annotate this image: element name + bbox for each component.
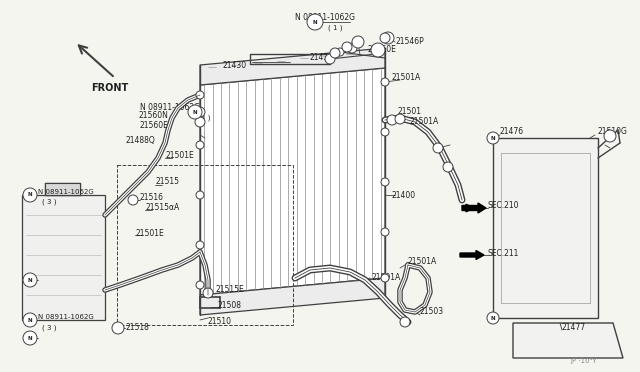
Text: 21501A: 21501A — [392, 73, 421, 81]
Circle shape — [433, 143, 443, 153]
Text: N: N — [313, 19, 317, 25]
Circle shape — [23, 188, 37, 202]
Circle shape — [112, 322, 124, 334]
Circle shape — [196, 91, 204, 99]
Circle shape — [330, 48, 340, 58]
Circle shape — [196, 281, 204, 289]
Text: 21501A: 21501A — [408, 257, 437, 266]
Text: N: N — [28, 317, 32, 323]
Text: 21477: 21477 — [562, 324, 586, 333]
Text: 21501E: 21501E — [135, 228, 164, 237]
Polygon shape — [22, 195, 105, 320]
Circle shape — [352, 36, 364, 48]
Text: N: N — [491, 315, 495, 321]
Text: 21546P: 21546P — [395, 38, 424, 46]
Circle shape — [196, 191, 204, 199]
Circle shape — [381, 178, 389, 186]
Text: 21560N: 21560N — [138, 110, 168, 119]
FancyArrow shape — [460, 250, 484, 260]
Circle shape — [371, 43, 385, 57]
Text: ( 3 ): ( 3 ) — [42, 325, 56, 331]
Text: FRONT: FRONT — [92, 83, 129, 93]
Text: 21510: 21510 — [208, 317, 232, 327]
Circle shape — [128, 195, 138, 205]
Text: N 08911-1062G: N 08911-1062G — [38, 314, 93, 320]
Polygon shape — [200, 48, 385, 85]
Text: 21503: 21503 — [420, 308, 444, 317]
Text: 21430: 21430 — [223, 61, 247, 70]
Circle shape — [604, 130, 616, 142]
Circle shape — [380, 33, 390, 43]
Circle shape — [487, 312, 499, 324]
Circle shape — [336, 48, 344, 56]
Circle shape — [325, 54, 335, 64]
Text: N: N — [28, 278, 32, 282]
Circle shape — [196, 141, 204, 149]
Circle shape — [381, 274, 389, 282]
Text: N 08911-1062G: N 08911-1062G — [140, 103, 200, 112]
Polygon shape — [200, 68, 385, 295]
Text: ( 1 ): ( 1 ) — [195, 115, 210, 121]
Circle shape — [23, 331, 37, 345]
Circle shape — [195, 107, 205, 117]
Text: 21516: 21516 — [140, 192, 164, 202]
Text: N: N — [491, 135, 495, 141]
Circle shape — [347, 43, 357, 53]
Text: 21501: 21501 — [398, 108, 422, 116]
Circle shape — [382, 32, 394, 44]
Text: 21508: 21508 — [218, 301, 242, 310]
FancyArrow shape — [462, 203, 486, 213]
Circle shape — [487, 132, 499, 144]
Text: 21510G: 21510G — [598, 128, 628, 137]
Polygon shape — [513, 323, 623, 358]
Text: 21515αA: 21515αA — [145, 203, 179, 212]
Circle shape — [23, 273, 37, 287]
Circle shape — [400, 317, 410, 327]
Polygon shape — [493, 138, 598, 318]
Text: 21435: 21435 — [310, 52, 334, 61]
Polygon shape — [45, 183, 80, 195]
Text: N: N — [28, 336, 32, 340]
Text: 21515: 21515 — [155, 177, 179, 186]
Text: N: N — [193, 109, 197, 115]
Text: 21560E: 21560E — [139, 121, 168, 129]
Circle shape — [381, 78, 389, 86]
Circle shape — [203, 288, 213, 298]
Circle shape — [23, 313, 37, 327]
Text: 21518: 21518 — [125, 323, 149, 331]
Text: N: N — [28, 192, 32, 198]
Text: JP ·10³Y: JP ·10³Y — [570, 356, 596, 363]
Text: ( 1 ): ( 1 ) — [328, 25, 342, 31]
Text: 21501A: 21501A — [410, 118, 439, 126]
Circle shape — [381, 228, 389, 236]
Circle shape — [381, 128, 389, 136]
Circle shape — [195, 117, 205, 127]
Circle shape — [342, 42, 352, 52]
Text: 21560E: 21560E — [368, 45, 397, 55]
Text: SEC.211: SEC.211 — [488, 248, 520, 257]
Circle shape — [395, 114, 405, 124]
Text: 21501A: 21501A — [372, 273, 401, 282]
Circle shape — [387, 115, 397, 125]
Text: SEC.210: SEC.210 — [488, 201, 520, 209]
Polygon shape — [200, 278, 385, 315]
Text: 21501E: 21501E — [165, 151, 194, 160]
Text: N 08911-1062G: N 08911-1062G — [38, 189, 93, 195]
Circle shape — [307, 14, 323, 30]
Text: 21476: 21476 — [500, 128, 524, 137]
Circle shape — [196, 241, 204, 249]
Text: 21488Q: 21488Q — [125, 135, 155, 144]
Text: 21400: 21400 — [392, 190, 416, 199]
Circle shape — [188, 105, 202, 119]
Circle shape — [443, 162, 453, 172]
Text: N 08911-1062G: N 08911-1062G — [295, 13, 355, 22]
Text: ( 3 ): ( 3 ) — [42, 199, 56, 205]
Text: 21515E: 21515E — [215, 285, 244, 295]
